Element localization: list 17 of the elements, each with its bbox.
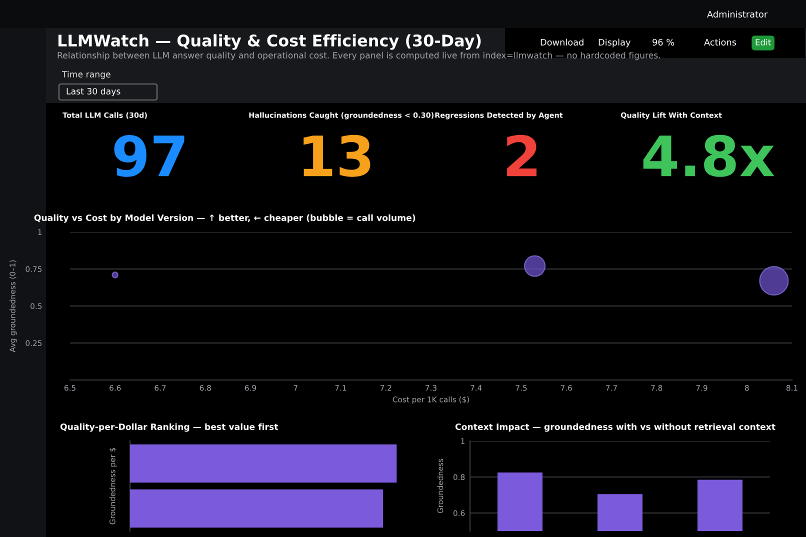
text: Administrator [707,10,768,18]
data-label: 4.8x [643,134,774,177]
chart-title: Quality vs Cost by Model Version — ↑ better, ← cheaper (bubble = call volume) [34,214,416,223]
text: Edit [756,38,771,46]
data-label: 97 [114,134,184,177]
text: LLMWatch — Quality & Cost Efficiency (30-Day) [58,34,481,50]
chart-title: Context Impact — groundedness with vs without retrieval context [455,423,776,432]
text: Relationship between LLM answer quality and operational cost. Every panel is computed live from index=llmwatch — no hardcoded figures. [58,52,660,60]
text: 96 % [652,38,674,46]
data-label: 13 [304,134,370,177]
text: Time range [62,70,110,80]
text: Last 30 days [66,88,120,96]
text: Actions [704,38,736,46]
text: Display [598,38,630,48]
chart-title: Quality-per-Dollar Ranking — best value first [60,423,278,432]
text: Download [540,38,584,46]
data-label: 2 [507,134,536,176]
